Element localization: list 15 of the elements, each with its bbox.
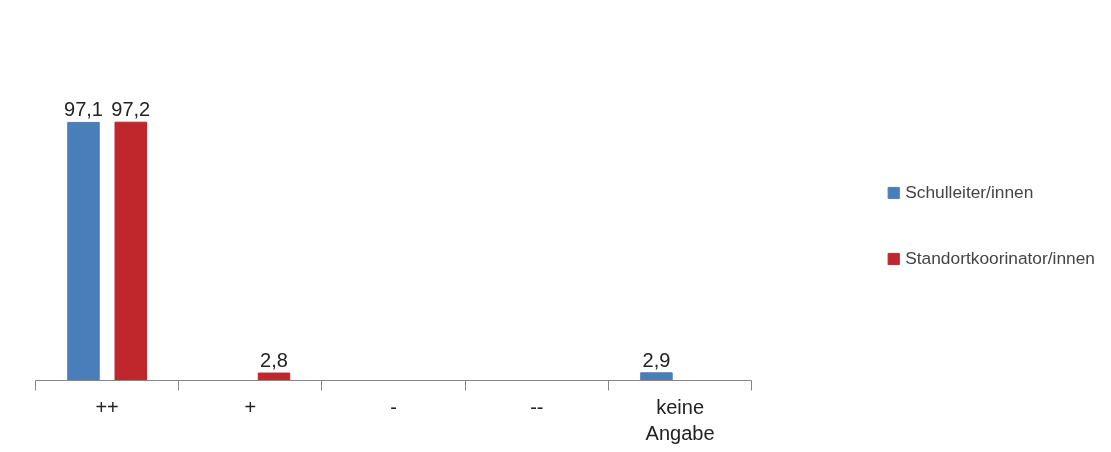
x-tick-label: ++ [95,395,119,418]
legend-label: Standortkoorinator/innen [905,247,1095,269]
bar [67,121,100,381]
x-tick-label: - [390,395,397,418]
data-label: 97,2 [111,98,151,121]
bar [257,372,291,381]
legend-label: Schulleiter/innen [905,181,1034,203]
bar [640,372,673,381]
data-label: 97,1 [64,98,103,121]
data-label: 2,8 [260,349,288,372]
data-label: 2,9 [642,348,671,371]
x-tick-label: + [244,395,257,418]
x-tick-label: keine Angabe [645,395,715,444]
x-tick-label: -- [530,395,544,418]
bar [114,121,148,381]
